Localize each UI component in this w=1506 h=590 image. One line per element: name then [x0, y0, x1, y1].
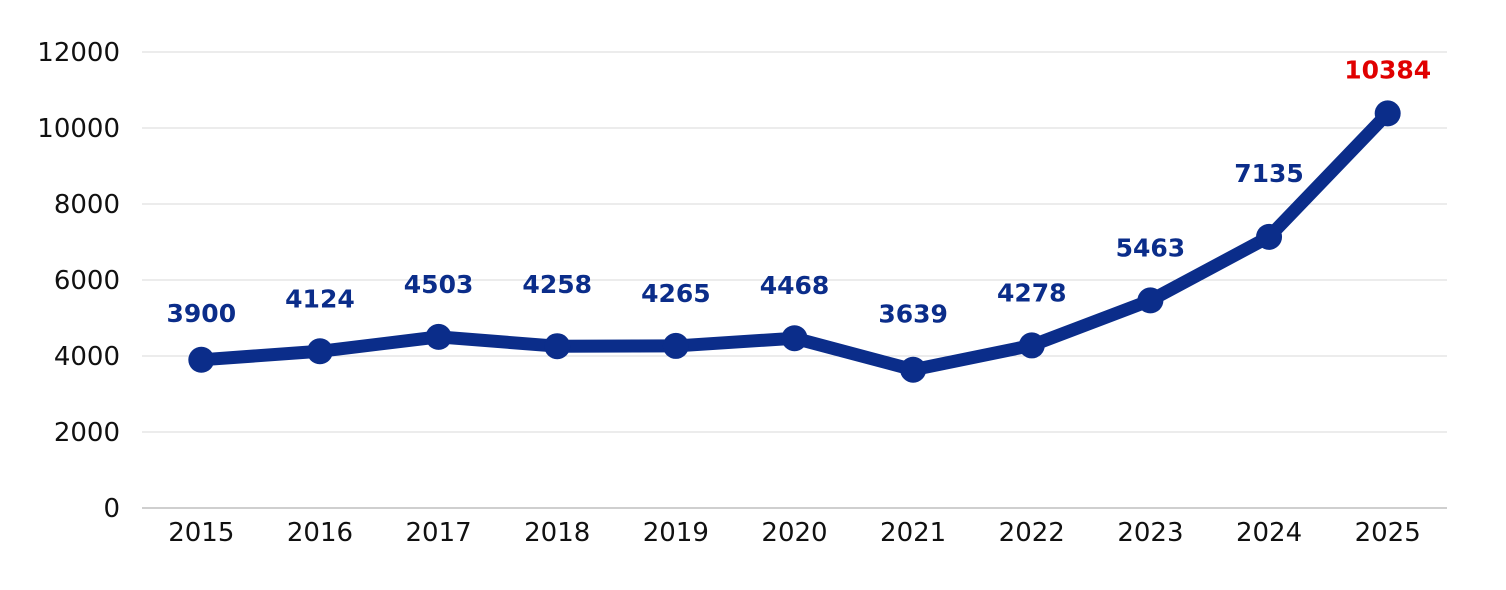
data-point-2023	[1137, 287, 1164, 314]
x-tick-label-2021: 2021	[880, 518, 946, 548]
x-tick-label-2024: 2024	[1236, 518, 1302, 548]
data-label-2018: 4258	[522, 270, 592, 299]
x-axis-ticks: 2015 2016 2017 2018 2019 2020 2021 2022 2023 2024…	[168, 518, 1421, 548]
data-point-2016	[306, 338, 333, 365]
y-tick-label-6000: 6000	[54, 266, 120, 296]
data-point-2019	[662, 332, 689, 359]
x-tick-label-2019: 2019	[643, 518, 709, 548]
y-tick-label-0: 0	[103, 494, 120, 524]
x-tick-label-2023: 2023	[1117, 518, 1183, 548]
y-tick-label-2000: 2000	[54, 418, 120, 448]
x-tick-label-2018: 2018	[524, 518, 590, 548]
x-tick-label-2020: 2020	[761, 518, 827, 548]
series	[188, 100, 1401, 383]
data-label-2019: 4265	[641, 279, 711, 308]
data-point-2025	[1374, 100, 1401, 127]
data-point-2018	[544, 333, 571, 360]
y-tick-label-4000: 4000	[54, 342, 120, 372]
data-label-2025: 10384	[1344, 55, 1431, 84]
data-labels: 3900 4124 4503 4258 4265 4468 3639 4278 5463 7135…	[167, 55, 1432, 328]
data-label-2022: 4278	[997, 278, 1067, 307]
data-label-2024: 7135	[1234, 159, 1304, 188]
data-label-2017: 4503	[404, 270, 474, 299]
data-label-2023: 5463	[1116, 233, 1186, 262]
data-label-2020: 4468	[760, 271, 830, 300]
y-tick-label-10000: 10000	[37, 114, 120, 144]
data-point-2015	[188, 346, 215, 373]
x-tick-label-2025: 2025	[1355, 518, 1421, 548]
data-point-2017	[425, 323, 452, 350]
x-tick-label-2015: 2015	[168, 518, 234, 548]
data-label-2015: 3900	[167, 299, 237, 328]
x-tick-label-2016: 2016	[287, 518, 353, 548]
x-tick-label-2017: 2017	[406, 518, 472, 548]
data-point-2021	[900, 356, 927, 383]
data-point-2020	[781, 325, 808, 352]
data-label-2021: 3639	[878, 300, 948, 329]
data-point-2024	[1256, 223, 1283, 250]
y-tick-label-12000: 12000	[37, 38, 120, 68]
data-point-2022	[1018, 332, 1045, 359]
gridlines	[142, 51, 1447, 433]
x-tick-label-2022: 2022	[999, 518, 1065, 548]
y-tick-label-8000: 8000	[54, 190, 120, 220]
y-axis-ticks: 0 2000 4000 6000 8000 10000 12000	[37, 38, 120, 524]
data-label-2016: 4124	[285, 284, 355, 313]
